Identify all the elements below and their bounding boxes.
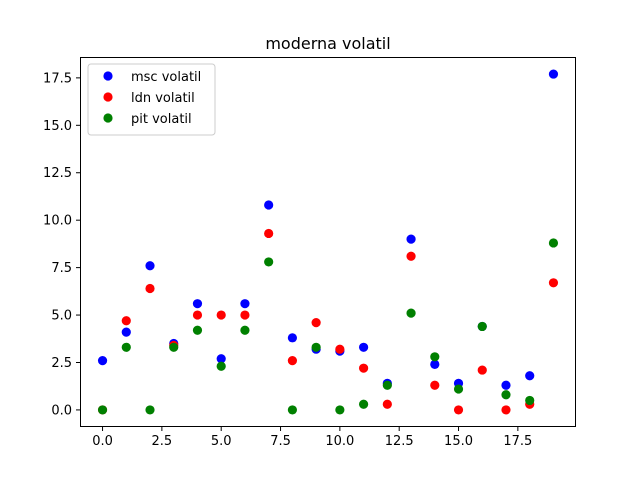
pit-point (548, 238, 559, 248)
legend-label-ldn: ldn volatil (131, 91, 195, 106)
x-tick-label: 17.5 (503, 434, 532, 449)
pit-point (430, 352, 440, 362)
legend: msc volatil ldn volatil pit volatil (87, 63, 216, 136)
legend-box (87, 63, 216, 136)
pit-point (311, 342, 321, 352)
msc-point (145, 261, 155, 271)
x-tick-label: 10.0 (325, 434, 354, 449)
chart-title: moderna volatil (265, 34, 390, 53)
legend-label-pit: pit volatil (131, 112, 192, 127)
y-tick-label: 17.5 (43, 71, 72, 86)
x-tick-label: 0.0 (92, 434, 113, 449)
pit-point (192, 325, 203, 335)
pit-point (453, 384, 464, 394)
ldn-point (240, 310, 250, 320)
ldn-point (264, 228, 274, 239)
msc-point (501, 380, 511, 390)
pit-point (477, 321, 487, 332)
ldn-point (287, 355, 298, 366)
ldn-point (358, 363, 369, 373)
msc-point (121, 327, 131, 337)
ldn-point (382, 399, 392, 409)
msc-point (97, 355, 108, 366)
msc-point (264, 200, 274, 210)
msc-point (406, 234, 416, 244)
legend-label-msc: msc volatil (131, 70, 201, 85)
y-tick-label: 7.5 (51, 261, 72, 276)
pit-point (264, 257, 274, 267)
ldn-point (430, 380, 440, 390)
pit-point (335, 405, 345, 415)
msc-point (358, 342, 369, 352)
ldn-point (548, 278, 559, 288)
msc-point (430, 359, 440, 369)
x-axis: 0.0 2.5 5.0 7.5 10.0 12.5 15.0 17.5 (92, 427, 532, 449)
pit-point (169, 342, 179, 352)
ldn-point (216, 310, 226, 320)
ldn-point (192, 310, 203, 320)
msc-point (216, 354, 226, 364)
x-tick-label: 2.5 (152, 434, 173, 449)
legend-marker-ldn (103, 92, 113, 102)
pit-point (501, 390, 511, 400)
y-tick-label: 12.5 (43, 166, 72, 181)
x-tick-label: 7.5 (270, 434, 291, 449)
pit-point (216, 361, 226, 371)
msc-point (240, 299, 250, 309)
msc-point (192, 299, 203, 309)
pit-point (382, 380, 392, 390)
y-tick-label: 15.0 (43, 119, 72, 134)
x-tick-label: 15.0 (444, 434, 473, 449)
y-tick-label: 5.0 (51, 309, 72, 324)
ldn-point (145, 283, 155, 294)
y-tick-label: 10.0 (43, 214, 72, 229)
ldn-point (453, 405, 464, 415)
y-tick-label: 0.0 (51, 403, 72, 418)
ldn-point (501, 405, 511, 415)
pit-point (121, 342, 131, 352)
pit-point (287, 405, 298, 415)
ldn-point (406, 251, 416, 261)
pit-point (145, 405, 155, 415)
data-points (97, 69, 559, 415)
ldn-point (335, 344, 345, 354)
y-tick-label: 2.5 (51, 356, 72, 371)
pit-point (406, 308, 416, 318)
pit-point (240, 325, 250, 335)
pit-point (358, 399, 369, 409)
x-tick-label: 12.5 (385, 434, 414, 449)
legend-marker-pit (103, 113, 113, 123)
ldn-point (121, 316, 131, 326)
legend-marker-msc (103, 71, 113, 81)
msc-point (548, 69, 559, 79)
x-tick-label: 5.0 (211, 434, 232, 449)
pit-point (97, 405, 108, 415)
ldn-point (311, 318, 321, 328)
y-axis: 0.0 2.5 5.0 7.5 10.0 12.5 15.0 17.5 (43, 71, 80, 418)
pit-point (525, 395, 535, 406)
msc-point (287, 333, 298, 343)
ldn-point (477, 365, 487, 375)
msc-point (525, 371, 535, 381)
